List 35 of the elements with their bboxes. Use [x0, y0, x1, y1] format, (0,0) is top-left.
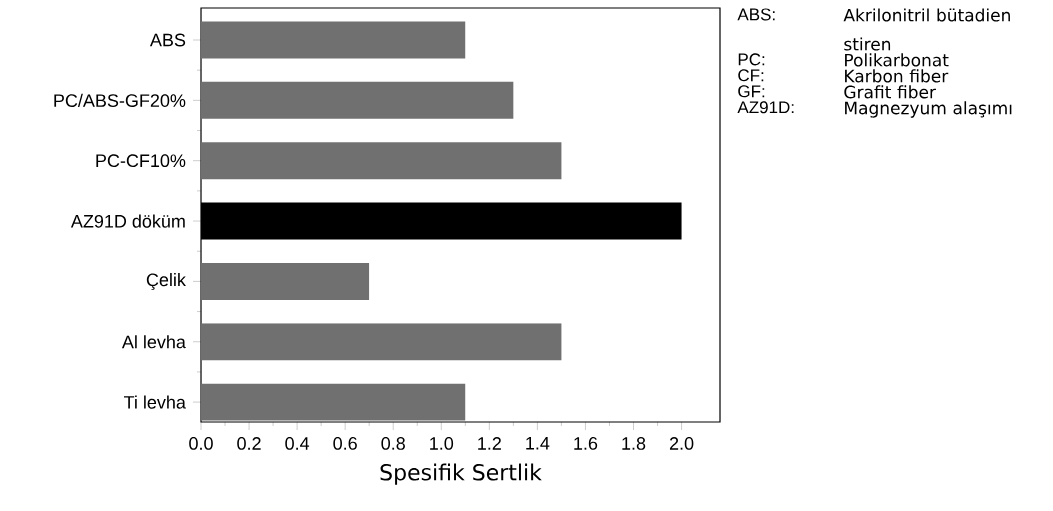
text: GF:: [738, 85, 765, 98]
x-tick-label: 0.4: [285, 437, 310, 450]
x-tick-label: 2.0: [669, 437, 694, 450]
bar: [201, 262, 370, 300]
bar: [201, 21, 466, 59]
x-tick-label: 0.8: [381, 437, 405, 450]
x-tick-label: 1.4: [526, 437, 550, 450]
y-tick-label: Çelik: [146, 272, 186, 290]
text: Grafit fiber: [844, 85, 936, 99]
text: AZ91D:: [737, 101, 794, 114]
x-tick-label: 0.2: [237, 437, 261, 450]
y-tick-label: PC/ABS-GF20%: [54, 93, 186, 107]
text: ABS:: [737, 8, 775, 21]
x-axis-title: Spesifik Sertlik: [380, 463, 542, 485]
bar: [201, 383, 466, 421]
y-tick-label: Ti levha: [123, 395, 186, 409]
y-tick-label: PC-CF10%: [96, 154, 186, 168]
y-tick-label: ABS: [149, 33, 186, 47]
x-tick-label: 1.2: [478, 437, 501, 450]
text: Karbon fiber: [845, 69, 949, 83]
y-tick-label: AZ91D döküm: [70, 214, 185, 228]
text: CF:: [738, 69, 764, 82]
x-tick-label: 0.6: [333, 437, 357, 450]
x-tick-label: 1.0: [430, 437, 454, 450]
x-tick-label: 1.6: [574, 437, 598, 450]
text: PC:: [738, 53, 765, 66]
y-tick-label: Al levha: [121, 335, 186, 349]
text: Polikarbonat: [845, 53, 949, 67]
text: Akrilonitril bütadien stiren: [843, 8, 1010, 51]
x-tick-label: 1.8: [622, 437, 646, 450]
bar: [201, 81, 514, 119]
text: Magnezyum alaşımı: [845, 101, 1012, 118]
bar: [201, 142, 562, 180]
bar: [201, 323, 562, 361]
x-tick-label: 0.0: [189, 437, 213, 450]
